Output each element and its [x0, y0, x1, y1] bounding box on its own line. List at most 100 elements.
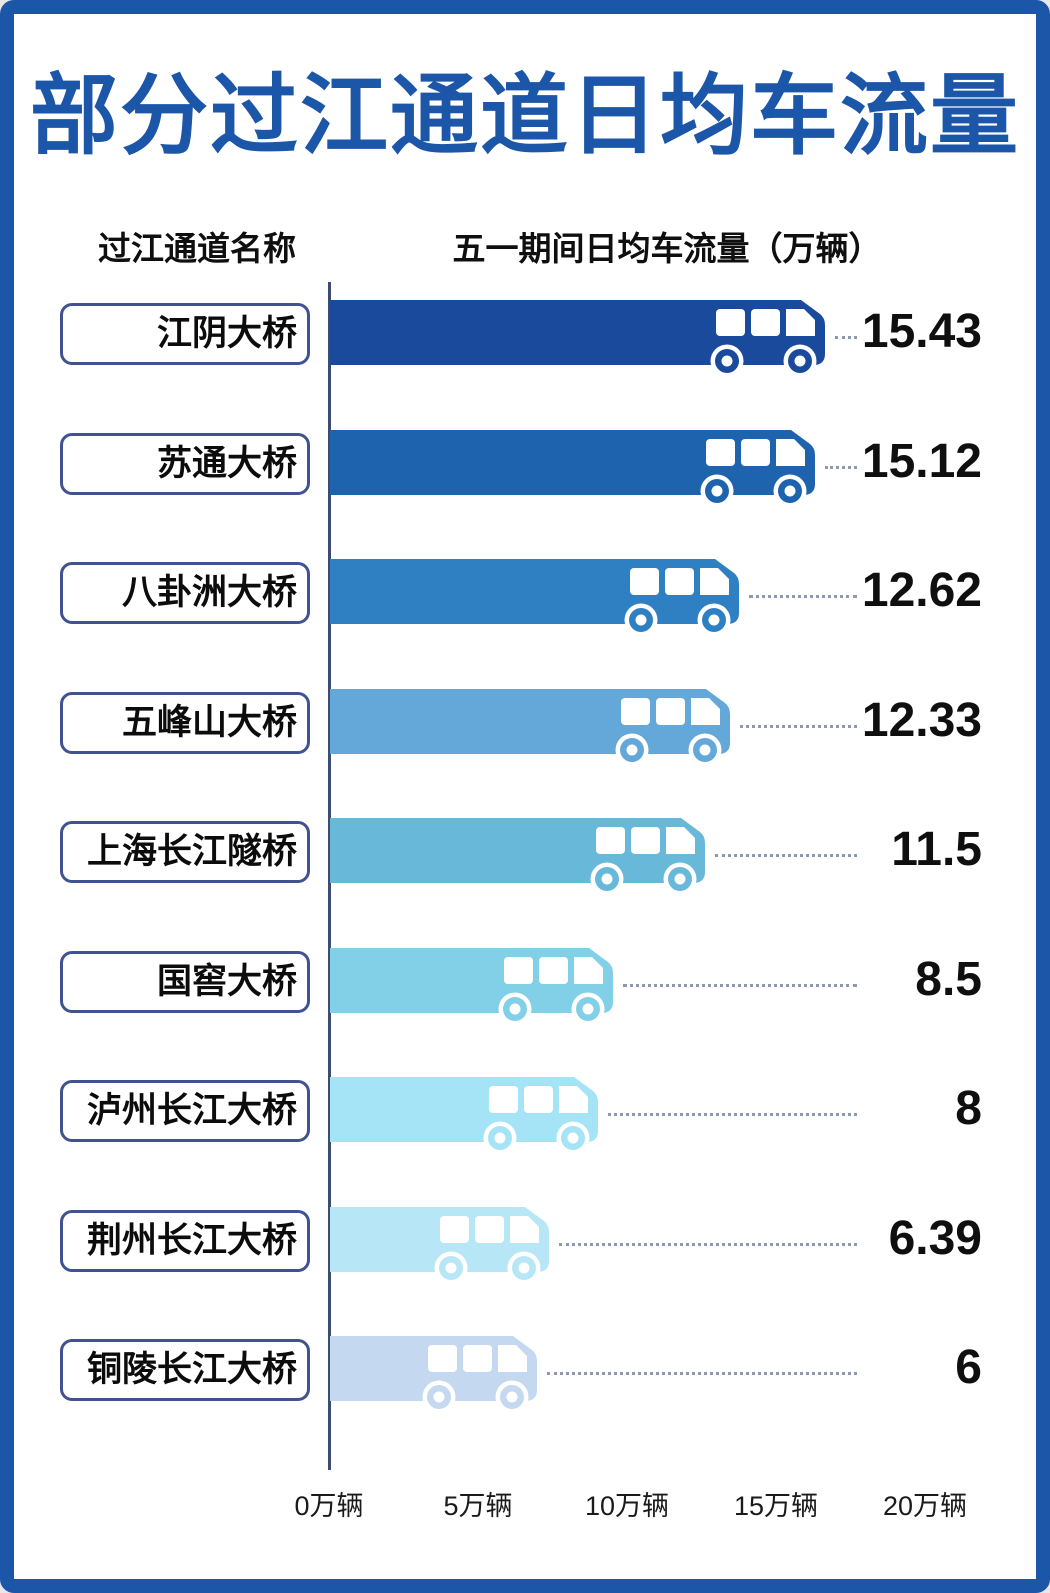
bus-bar-icon	[330, 559, 739, 637]
leader-line	[715, 854, 857, 857]
bus-bar-icon	[330, 1207, 549, 1285]
bar-value: 11.5	[891, 823, 982, 876]
bus-window-icon	[539, 957, 568, 984]
chart-row: 上海长江隧桥 11.5	[14, 818, 1036, 902]
chart-row: 八卦洲大桥 12.62	[14, 559, 1036, 643]
bus-wheel-hub	[518, 1262, 530, 1274]
bar-value: 8.5	[915, 953, 982, 1006]
bus-window-icon	[716, 309, 745, 336]
bridge-label-box: 铜陵长江大桥	[60, 1339, 310, 1401]
bus-wheel-hub	[506, 1391, 518, 1403]
bus-window-icon	[489, 1086, 518, 1113]
bus-wheel-hub	[601, 873, 613, 885]
bar-value: 6	[955, 1341, 982, 1394]
bus-windshield-icon	[666, 827, 695, 854]
bridge-name: 荆州长江大桥	[86, 1221, 297, 1260]
bus-window-icon	[463, 1345, 492, 1372]
bus-wheel-hub	[626, 744, 638, 756]
x-axis-tick-label: 0万辆	[294, 1491, 364, 1521]
bridge-name: 五峰山大桥	[121, 703, 297, 742]
bus-window-icon	[475, 1216, 504, 1243]
bus-wheel-hub	[567, 1132, 579, 1144]
x-axis-tick-label: 20万辆	[882, 1491, 968, 1521]
bus-windshield-icon	[691, 698, 720, 725]
y-axis-line	[328, 282, 331, 1470]
column-header-traffic-volume: 五一期间日均车流量（万辆）	[452, 230, 882, 267]
bus-window-icon	[504, 957, 533, 984]
bus-windshield-icon	[700, 568, 729, 595]
bus-bar-icon	[330, 430, 815, 508]
bridge-label-box: 八卦洲大桥	[60, 562, 310, 624]
bus-wheel-hub	[794, 355, 806, 367]
bus-window-icon	[751, 309, 780, 336]
bridge-label-box: 苏通大桥	[60, 433, 310, 495]
x-axis-tick-label: 15万辆	[733, 1491, 819, 1521]
leader-line	[740, 725, 857, 728]
bus-window-icon	[631, 827, 660, 854]
bridge-name: 苏通大桥	[156, 444, 297, 483]
bus-window-icon	[741, 439, 770, 466]
bus-bar-icon	[330, 1077, 598, 1155]
bus-wheel-hub	[708, 614, 720, 626]
bridge-label-box: 江阴大桥	[60, 303, 310, 365]
chart-row: 五峰山大桥 12.33	[14, 689, 1036, 773]
bridge-label-box: 国窖大桥	[60, 951, 310, 1013]
bus-windshield-icon	[559, 1086, 588, 1113]
bus-window-icon	[706, 439, 735, 466]
bar-value: 12.33	[861, 694, 982, 747]
bus-window-icon	[630, 568, 659, 595]
chart-row: 苏通大桥 15.12	[14, 430, 1036, 514]
bridge-name: 铜陵长江大桥	[86, 1350, 297, 1389]
bus-wheel-hub	[433, 1391, 445, 1403]
bar-value: 6.39	[888, 1212, 982, 1265]
bridge-label-box: 荆州长江大桥	[60, 1210, 310, 1272]
bus-wheel-hub	[635, 614, 647, 626]
page-title: 部分过江通道日均车流量	[29, 66, 1020, 165]
bus-bar-icon	[330, 818, 705, 896]
bus-wheel-hub	[711, 485, 723, 497]
bus-wheel-hub	[445, 1262, 457, 1274]
bus-window-icon	[524, 1086, 553, 1113]
bridge-name: 国窖大桥	[156, 962, 297, 1001]
bus-window-icon	[440, 1216, 469, 1243]
bus-windshield-icon	[510, 1216, 539, 1243]
bridge-label-box: 五峰山大桥	[60, 692, 310, 754]
bus-wheel-hub	[721, 355, 733, 367]
bus-wheel-hub	[699, 744, 711, 756]
bus-windshield-icon	[574, 957, 603, 984]
bus-body	[330, 948, 613, 1013]
chart-row: 荆州长江大桥 6.39	[14, 1207, 1036, 1291]
column-header-bridge-name: 过江通道名称	[98, 230, 296, 267]
bus-bar-icon	[330, 300, 825, 378]
bridge-name: 八卦洲大桥	[121, 573, 297, 612]
bus-window-icon	[665, 568, 694, 595]
bridge-label-box: 泸州长江大桥	[60, 1080, 310, 1142]
leader-line	[547, 1372, 857, 1375]
leader-line	[608, 1113, 857, 1116]
bus-wheel-hub	[494, 1132, 506, 1144]
chart-row: 铜陵长江大桥 6	[14, 1336, 1036, 1420]
bus-bar-icon	[330, 689, 730, 767]
leader-line	[559, 1243, 857, 1246]
leader-line	[825, 466, 857, 469]
bus-wheel-hub	[509, 1003, 521, 1015]
leader-line	[835, 336, 857, 339]
bar-value: 12.62	[861, 564, 982, 617]
bar-value: 15.12	[861, 435, 982, 488]
bus-window-icon	[621, 698, 650, 725]
chart-row: 江阴大桥 15.43	[14, 300, 1036, 384]
leader-line	[623, 984, 857, 987]
bus-wheel-hub	[674, 873, 686, 885]
bus-window-icon	[656, 698, 685, 725]
x-axis-tick-label: 10万辆	[584, 1491, 670, 1521]
bridge-name: 泸州长江大桥	[86, 1091, 297, 1130]
bridge-name: 上海长江隧桥	[86, 832, 297, 871]
chart-row: 国窖大桥 8.5	[14, 948, 1036, 1032]
bus-wheel-hub	[784, 485, 796, 497]
bus-bar-icon	[330, 948, 613, 1026]
bus-bar-icon	[330, 1336, 537, 1414]
bus-window-icon	[596, 827, 625, 854]
bus-body	[330, 300, 825, 365]
bridge-name: 江阴大桥	[156, 314, 297, 353]
